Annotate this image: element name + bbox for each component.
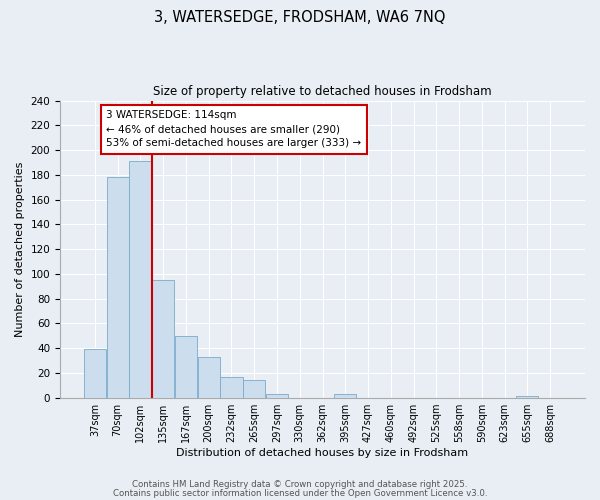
Text: 3 WATERSEDGE: 114sqm
← 46% of detached houses are smaller (290)
53% of semi-deta: 3 WATERSEDGE: 114sqm ← 46% of detached h… bbox=[106, 110, 361, 148]
Text: 3, WATERSEDGE, FRODSHAM, WA6 7NQ: 3, WATERSEDGE, FRODSHAM, WA6 7NQ bbox=[154, 10, 446, 25]
Bar bbox=[152, 280, 174, 398]
Bar bbox=[243, 380, 265, 398]
Bar bbox=[220, 376, 242, 398]
Text: Contains HM Land Registry data © Crown copyright and database right 2025.: Contains HM Land Registry data © Crown c… bbox=[132, 480, 468, 489]
Bar bbox=[107, 178, 129, 398]
Bar bbox=[334, 394, 356, 398]
X-axis label: Distribution of detached houses by size in Frodsham: Distribution of detached houses by size … bbox=[176, 448, 469, 458]
Bar bbox=[266, 394, 288, 398]
Bar bbox=[197, 356, 220, 398]
Bar bbox=[130, 161, 151, 398]
Text: Contains public sector information licensed under the Open Government Licence v3: Contains public sector information licen… bbox=[113, 488, 487, 498]
Bar bbox=[517, 396, 538, 398]
Title: Size of property relative to detached houses in Frodsham: Size of property relative to detached ho… bbox=[153, 85, 492, 98]
Bar bbox=[84, 350, 106, 398]
Y-axis label: Number of detached properties: Number of detached properties bbox=[15, 162, 25, 337]
Bar bbox=[175, 336, 197, 398]
